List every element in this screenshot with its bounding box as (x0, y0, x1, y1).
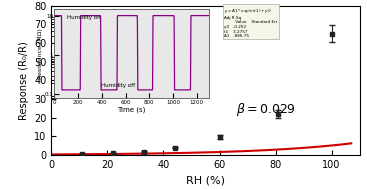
Y-axis label: Response (R₀/R): Response (R₀/R) (19, 41, 29, 120)
X-axis label: RH (%): RH (%) (186, 175, 225, 185)
Text: $y = A1*exp(x/t1) + y0$
Adj R-Sq
         Value    Standard Err
y0   -0.252
t1  : $y = A1*exp(x/t1) + y0$ Adj R-Sq Value S… (224, 7, 277, 38)
Text: $\beta = 0.029$: $\beta = 0.029$ (236, 101, 296, 118)
